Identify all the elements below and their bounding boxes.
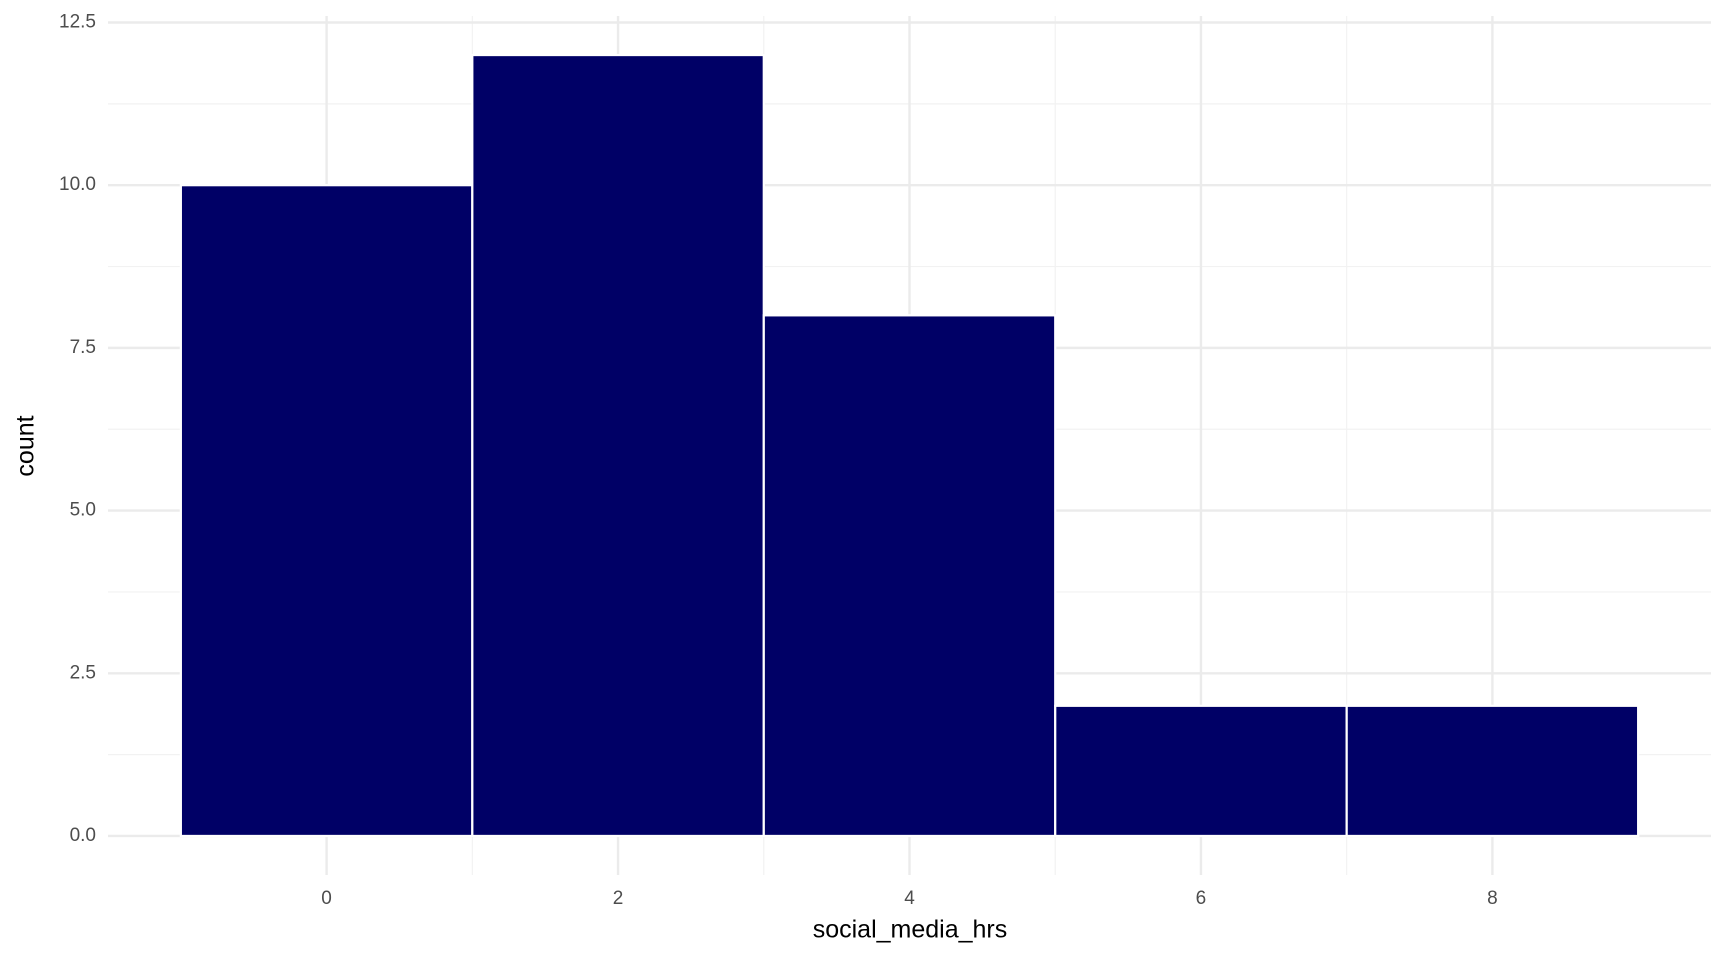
x-tick-label: 8	[1487, 888, 1498, 909]
y-axis-title: count	[12, 415, 40, 476]
x-axis-title: social_media_hrs	[813, 916, 1008, 944]
x-tick-label: 2	[613, 888, 624, 909]
x-tick-label: 4	[904, 888, 915, 909]
x-tick-label: 6	[1196, 888, 1207, 909]
y-tick-label: 7.5	[70, 337, 96, 358]
y-tick-label: 12.5	[59, 12, 96, 33]
bar	[179, 184, 474, 838]
bar	[762, 314, 1057, 838]
x-tick-label: 0	[321, 888, 332, 909]
bar	[1345, 704, 1640, 838]
y-tick-label: 2.5	[70, 662, 96, 683]
bar	[1054, 704, 1348, 838]
y-tick-label: 5.0	[70, 500, 96, 521]
y-tick-label: 0.0	[70, 825, 96, 846]
y-tick-label: 10.0	[59, 174, 96, 195]
bar	[471, 53, 765, 838]
